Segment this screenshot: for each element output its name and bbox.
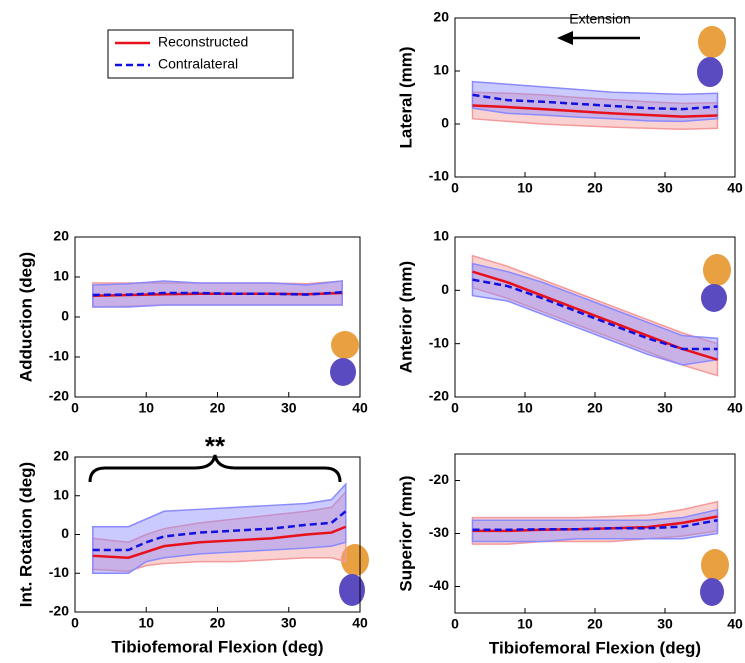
- y-tick-label: 10: [433, 62, 449, 78]
- y-tick-label: 0: [441, 115, 449, 131]
- x-axis-label: Tibiofemoral Flexion (deg): [111, 637, 323, 656]
- y-tick-label: -20: [49, 388, 69, 404]
- y-tick-label: -10: [429, 168, 449, 184]
- legend-label: Contralateral: [158, 56, 238, 72]
- mean-line: [472, 104, 718, 118]
- x-tick-label: 20: [587, 616, 603, 632]
- x-tick-label: 30: [281, 615, 297, 631]
- y-tick-label: 10: [53, 486, 69, 502]
- x-tick-label: 10: [517, 616, 533, 632]
- y-tick-label: 0: [441, 281, 449, 297]
- x-tick-label: 0: [451, 180, 459, 196]
- band: [471, 80, 719, 123]
- y-axis-label: Anterior (mm): [396, 261, 415, 373]
- y-axis-label: Superior (mm): [396, 475, 415, 591]
- x-tick-label: 10: [138, 400, 154, 416]
- x-tick-label: 20: [587, 400, 603, 416]
- x-tick-label: 20: [587, 180, 603, 196]
- y-tick-label: -30: [429, 524, 449, 540]
- y-tick-label: -20: [49, 603, 69, 619]
- mean-line: [472, 278, 718, 351]
- x-tick-label: 0: [71, 615, 79, 631]
- legend-box: [107, 29, 294, 79]
- x-tick-label: 30: [657, 400, 673, 416]
- x-tick-label: 0: [71, 400, 79, 416]
- y-tick-label: -20: [429, 471, 449, 487]
- mean-line: [92, 290, 343, 297]
- y-tick-label: -10: [429, 334, 449, 350]
- brace: [88, 454, 342, 483]
- mean-line: [472, 93, 718, 111]
- x-tick-label: 20: [210, 400, 226, 416]
- band: [92, 482, 347, 574]
- annotation: Extension: [569, 11, 630, 27]
- knee-icon: [330, 26, 731, 606]
- y-axis-label: Adduction (deg): [16, 252, 35, 382]
- x-tick-label: 10: [517, 400, 533, 416]
- x-tick-label: 0: [451, 616, 459, 632]
- y-tick-label: 10: [53, 268, 69, 284]
- y-tick-label: -10: [49, 564, 69, 580]
- x-tick-label: 30: [281, 400, 297, 416]
- x-tick-label: 30: [657, 616, 673, 632]
- x-tick-label: 40: [727, 180, 743, 196]
- band: [471, 508, 719, 543]
- mean-line: [92, 525, 347, 560]
- band: [92, 489, 347, 573]
- mean-line: [92, 510, 347, 552]
- plot-frame: [74, 236, 361, 398]
- x-tick-label: 10: [517, 180, 533, 196]
- y-tick-label: 20: [53, 448, 69, 464]
- y-axis-label: Int. Rotation (deg): [16, 462, 35, 607]
- x-tick-label: 30: [657, 180, 673, 196]
- x-tick-label: 10: [138, 615, 154, 631]
- y-axis-label: Lateral (mm): [396, 46, 415, 148]
- x-tick-label: 40: [727, 400, 743, 416]
- x-tick-label: 40: [727, 616, 743, 632]
- legend-label: Reconstructed: [158, 34, 248, 50]
- y-tick-label: 10: [433, 228, 449, 244]
- y-tick-label: -20: [429, 388, 449, 404]
- y-tick-label: 20: [53, 228, 69, 244]
- x-tick-label: 40: [352, 400, 368, 416]
- x-tick-label: 20: [210, 615, 226, 631]
- x-tick-label: 0: [451, 400, 459, 416]
- x-tick-label: 40: [352, 615, 368, 631]
- x-axis-label: Tibiofemoral Flexion (deg): [489, 638, 701, 657]
- y-tick-label: -40: [429, 577, 449, 593]
- arrow-head: [557, 31, 573, 45]
- annotation: **: [205, 431, 226, 461]
- mean-line: [472, 519, 718, 532]
- y-tick-label: 0: [61, 308, 69, 324]
- legend: Reconstructed Contralateral: [107, 29, 294, 79]
- y-tick-label: 0: [61, 525, 69, 541]
- y-tick-label: -10: [49, 348, 69, 364]
- y-tick-label: 20: [433, 9, 449, 25]
